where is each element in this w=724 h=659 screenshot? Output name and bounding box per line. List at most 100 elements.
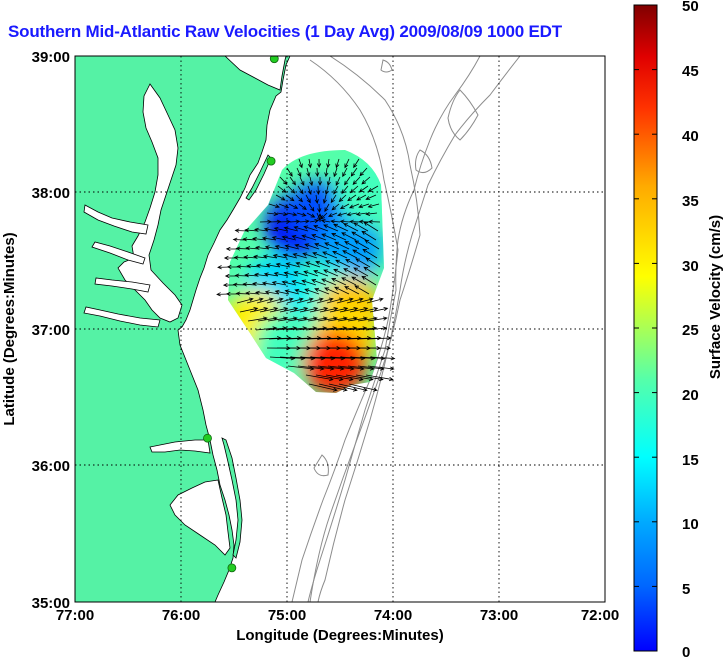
velocity-arrow bbox=[294, 243, 310, 250]
velocity-arrow bbox=[234, 273, 249, 278]
velocity-arrow bbox=[341, 185, 349, 194]
velocity-arrow bbox=[338, 194, 347, 203]
velocity-arrow bbox=[323, 224, 339, 232]
velocity-arrow bbox=[345, 259, 361, 268]
velocity-arrow bbox=[255, 263, 271, 268]
velocity-arrow bbox=[307, 185, 312, 195]
velocity-arrow bbox=[351, 231, 367, 241]
velocity-arrow bbox=[286, 212, 298, 217]
velocity-arrow bbox=[330, 219, 341, 224]
velocity-arrow bbox=[349, 185, 359, 194]
velocity-arrow bbox=[273, 226, 289, 232]
velocity-arrow bbox=[335, 259, 351, 268]
station-marker bbox=[266, 156, 276, 166]
velocity-arrow bbox=[335, 374, 364, 382]
velocity-arrow bbox=[299, 176, 305, 186]
velocity-arrow bbox=[242, 282, 257, 287]
velocity-arrow bbox=[325, 374, 354, 382]
colorbar-ticks bbox=[634, 4, 657, 652]
velocity-arrow bbox=[331, 278, 347, 286]
velocity-arrow bbox=[306, 297, 324, 304]
velocity-arrow bbox=[299, 219, 310, 224]
velocity-arrow bbox=[353, 222, 369, 232]
colorbar-tick: 15 bbox=[682, 452, 699, 469]
velocity-arrow bbox=[288, 203, 299, 209]
velocity-arrow bbox=[338, 336, 362, 341]
station-marker bbox=[227, 563, 237, 573]
velocity-arrow bbox=[346, 297, 364, 304]
velocity-arrow bbox=[245, 246, 260, 251]
velocity-arrow bbox=[296, 167, 302, 178]
y-axis-label: Latitude (Degrees:Minutes) bbox=[1, 232, 18, 425]
velocity-arrow bbox=[326, 158, 331, 169]
velocity-arrow bbox=[243, 255, 258, 260]
velocity-arrow bbox=[321, 233, 337, 241]
velocity-arrow bbox=[296, 297, 314, 304]
velocity-arrow bbox=[295, 194, 304, 203]
velocity-arrow bbox=[352, 249, 368, 259]
velocity-arrow bbox=[279, 219, 291, 224]
velocity-arrow bbox=[344, 176, 351, 186]
velocity-arrow bbox=[359, 167, 368, 177]
velocity-arrow bbox=[308, 203, 315, 212]
velocity-arrow bbox=[354, 285, 370, 295]
velocity-arrow bbox=[291, 235, 307, 241]
velocity-arrow bbox=[284, 289, 300, 295]
velocity-arrow bbox=[236, 264, 251, 269]
velocity-arrow bbox=[279, 306, 299, 313]
velocity-arrow bbox=[359, 356, 386, 361]
velocity-arrow bbox=[296, 212, 307, 217]
velocity-arrow bbox=[261, 236, 277, 241]
velocity-arrow bbox=[354, 240, 370, 250]
colorbar-label: Surface Velocity (cm/s) bbox=[707, 215, 724, 379]
velocity-arrow bbox=[273, 271, 289, 277]
velocity-arrow bbox=[338, 383, 368, 392]
velocity-arrow bbox=[232, 282, 247, 287]
velocity-arrow bbox=[348, 336, 372, 341]
velocity-arrow bbox=[352, 176, 361, 185]
velocity-arrow bbox=[284, 244, 300, 250]
velocity-arrow bbox=[301, 279, 317, 286]
velocity-arrow bbox=[254, 272, 269, 277]
velocity-arrow bbox=[351, 276, 367, 286]
velocity-arrow bbox=[327, 212, 338, 218]
velocity-arrow bbox=[239, 306, 259, 313]
velocity-arrow bbox=[306, 212, 316, 218]
velocity-arrow bbox=[346, 212, 358, 217]
velocity-arrow bbox=[325, 260, 341, 268]
velocity-arrow bbox=[342, 167, 348, 178]
velocity-arrow bbox=[286, 297, 304, 304]
velocity-arrow bbox=[317, 213, 323, 222]
velocity-arrow bbox=[328, 383, 358, 392]
colorbar-tick: 20 bbox=[682, 387, 699, 404]
velocity-arrow bbox=[233, 255, 248, 260]
velocity-arrow bbox=[318, 383, 348, 392]
velocity-arrow bbox=[312, 252, 328, 259]
velocity-arrow bbox=[309, 306, 329, 313]
velocity-arrow bbox=[303, 270, 319, 277]
velocity-arrow bbox=[262, 254, 278, 259]
velocity-arrow bbox=[365, 194, 377, 200]
velocity-arrow bbox=[281, 280, 297, 286]
velocity-arrow bbox=[344, 158, 350, 169]
colorbar-tick: 0 bbox=[682, 644, 690, 659]
velocity-arrow bbox=[344, 241, 360, 250]
colorbar-tick: 40 bbox=[682, 128, 699, 145]
velocity-arrow bbox=[347, 194, 357, 202]
velocity-arrow bbox=[261, 281, 277, 286]
velocity-arrow bbox=[316, 158, 322, 168]
x-tick: 77:00 bbox=[56, 607, 94, 624]
velocity-arrow bbox=[303, 225, 319, 232]
velocity-arrow bbox=[309, 218, 320, 224]
velocity-arrow bbox=[313, 269, 329, 277]
velocity-arrow bbox=[353, 158, 360, 169]
velocity-arrow bbox=[335, 158, 340, 169]
velocity-arrow bbox=[368, 219, 381, 224]
velocity-arrow bbox=[276, 297, 294, 304]
velocity-arrow bbox=[254, 227, 269, 232]
velocity-arrow bbox=[322, 194, 327, 204]
velocity-arrow bbox=[339, 306, 359, 313]
colorbar-tick: 5 bbox=[682, 581, 690, 598]
velocity-arrow bbox=[343, 268, 359, 277]
velocity-arrow bbox=[289, 219, 301, 224]
